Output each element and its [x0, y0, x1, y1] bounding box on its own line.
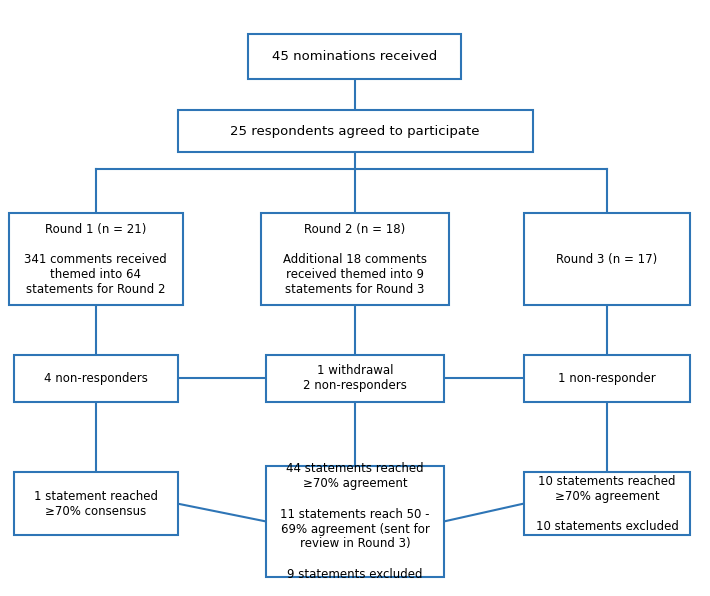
- Text: 10 statements reached
≥70% agreement

10 statements excluded: 10 statements reached ≥70% agreement 10 …: [535, 474, 679, 533]
- Text: 44 statements reached
≥70% agreement

11 statements reach 50 -
69% agreement (se: 44 statements reached ≥70% agreement 11 …: [280, 462, 430, 581]
- FancyBboxPatch shape: [14, 355, 178, 402]
- Text: Round 3 (n = 17): Round 3 (n = 17): [557, 253, 657, 266]
- FancyBboxPatch shape: [524, 213, 690, 306]
- FancyBboxPatch shape: [248, 34, 462, 79]
- Text: 1 non-responder: 1 non-responder: [558, 372, 656, 385]
- Text: 1 statement reached
≥70% consensus: 1 statement reached ≥70% consensus: [34, 490, 158, 517]
- FancyBboxPatch shape: [9, 213, 183, 306]
- FancyBboxPatch shape: [14, 472, 178, 535]
- Text: 25 respondents agreed to participate: 25 respondents agreed to participate: [230, 125, 480, 138]
- FancyBboxPatch shape: [178, 110, 532, 152]
- Text: Round 1 (n = 21)

341 comments received
themed into 64
statements for Round 2: Round 1 (n = 21) 341 comments received t…: [24, 223, 168, 296]
- Text: 1 withdrawal
2 non-responders: 1 withdrawal 2 non-responders: [303, 365, 407, 392]
- Text: 4 non-responders: 4 non-responders: [44, 372, 148, 385]
- FancyBboxPatch shape: [266, 466, 444, 577]
- FancyBboxPatch shape: [261, 213, 449, 306]
- Text: Round 2 (n = 18)

Additional 18 comments
received themed into 9
statements for R: Round 2 (n = 18) Additional 18 comments …: [283, 223, 427, 296]
- FancyBboxPatch shape: [524, 355, 690, 402]
- FancyBboxPatch shape: [524, 472, 690, 535]
- Text: 45 nominations received: 45 nominations received: [273, 50, 437, 63]
- FancyBboxPatch shape: [266, 355, 444, 402]
